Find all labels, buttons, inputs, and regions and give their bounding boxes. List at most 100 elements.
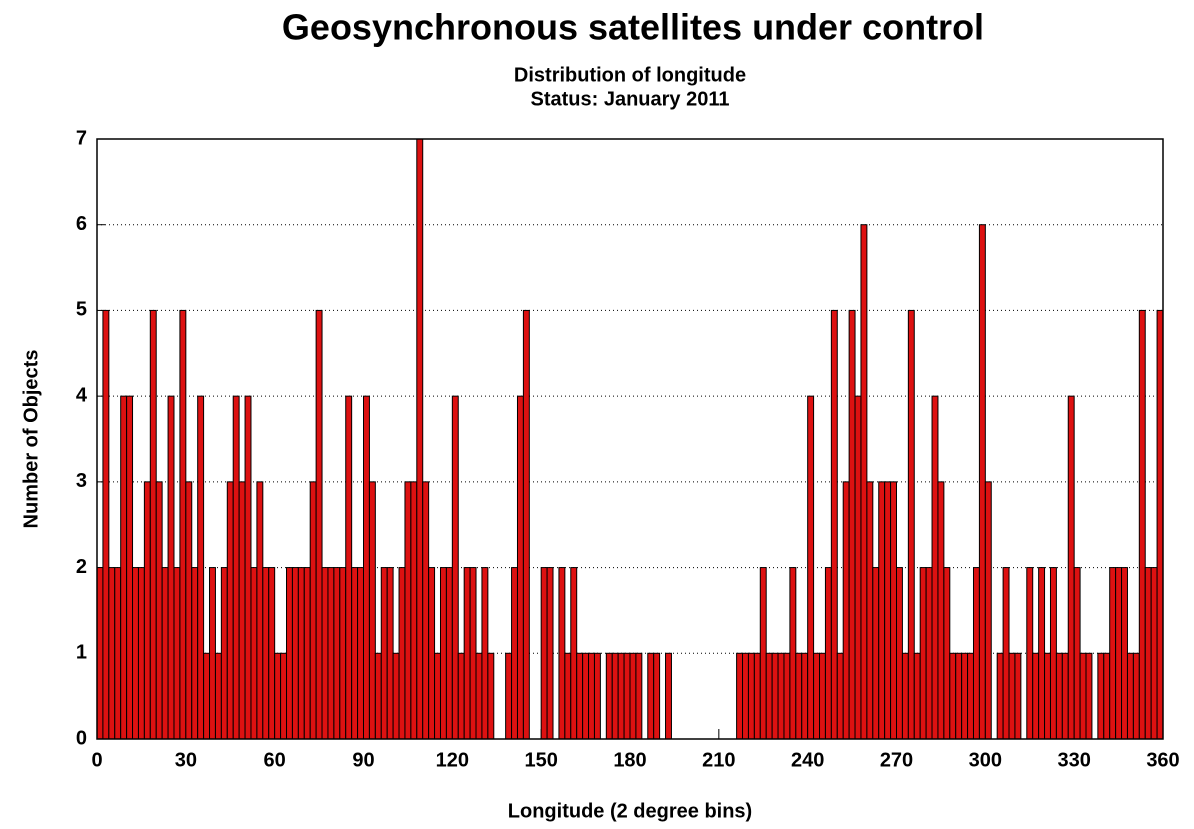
bar [848,309,856,740]
bar [866,481,874,740]
bar [1121,567,1128,740]
x-tick-label: 300 [969,749,1002,771]
bar [173,567,181,740]
bar [1126,652,1134,740]
chart-title: Geosynchronous satellites under control [282,7,984,48]
bar [102,309,110,740]
bar [143,481,151,740]
bar [860,224,868,740]
bar [629,652,637,740]
bar [605,652,613,740]
bar [363,395,370,740]
bar [481,567,489,740]
x-tick-label: 0 [91,749,102,771]
y-tick-label: 6 [76,213,87,235]
bar [333,567,341,740]
x-tick-label: 330 [1057,749,1090,771]
y-tick-label: 7 [76,127,87,149]
bar [558,567,566,740]
bar [315,309,323,740]
bar [463,567,471,740]
bar [546,567,554,740]
bar [416,138,424,740]
bar [197,395,205,740]
bar [179,309,187,740]
bar [972,567,980,740]
bar [368,481,376,740]
bar [321,567,329,740]
bar [890,481,897,740]
x-axis-label: Longitude (2 degree bins) [508,800,752,822]
bar [801,652,809,740]
chart-subtitle: Distribution of longitude [514,64,746,86]
bar [226,481,234,740]
bar [884,481,892,740]
bar [516,395,524,740]
bar [232,395,240,740]
bar [357,567,365,740]
bar [126,395,134,740]
bar [753,652,761,740]
bar [1067,395,1075,740]
bar [771,652,779,740]
y-tick-label: 3 [76,470,87,492]
bar [824,567,832,740]
bar [901,652,909,740]
bar [1061,652,1069,740]
bar [268,567,276,740]
bar [114,567,122,740]
bar [907,309,915,740]
bar [795,652,803,740]
bar [1079,652,1087,740]
bar [209,567,216,740]
bar [593,652,601,740]
bar [1138,309,1146,740]
bar [380,567,388,740]
bar [955,652,963,740]
bar [274,652,282,740]
y-tick-label: 1 [76,642,87,664]
bar [611,652,619,740]
bar [1032,652,1040,740]
bar [1156,309,1164,740]
bar [1115,567,1123,740]
bar [943,567,951,740]
bar [439,567,447,740]
bar [1097,652,1105,740]
bar [1026,567,1034,740]
bar [807,395,815,740]
bar [250,567,258,740]
y-tick-label: 4 [76,384,88,406]
bar [961,652,969,740]
bar [623,652,631,740]
bar [214,652,222,740]
bar [1150,567,1158,740]
bar [1038,567,1046,740]
bar [1044,652,1051,740]
bar [120,395,128,740]
bar [132,567,139,740]
x-tick-label: 90 [352,749,374,771]
bar [161,567,169,740]
bar [830,309,838,740]
bar [564,652,572,740]
bar [327,567,335,740]
y-tick-label: 5 [76,299,87,321]
bar [220,567,228,740]
x-tick-label: 210 [702,749,735,771]
bar [505,652,513,740]
bar [487,652,495,740]
bar [297,567,305,740]
bar [1073,567,1081,740]
bar [1049,567,1057,740]
bar [280,652,288,740]
bar [540,567,548,740]
bar [878,481,886,740]
bar [836,652,844,740]
bar [582,652,590,740]
x-tick-label: 150 [524,749,557,771]
y-tick-label: 2 [76,556,87,578]
bar [291,567,299,740]
plot-frame [96,138,1164,740]
bar [747,652,755,740]
